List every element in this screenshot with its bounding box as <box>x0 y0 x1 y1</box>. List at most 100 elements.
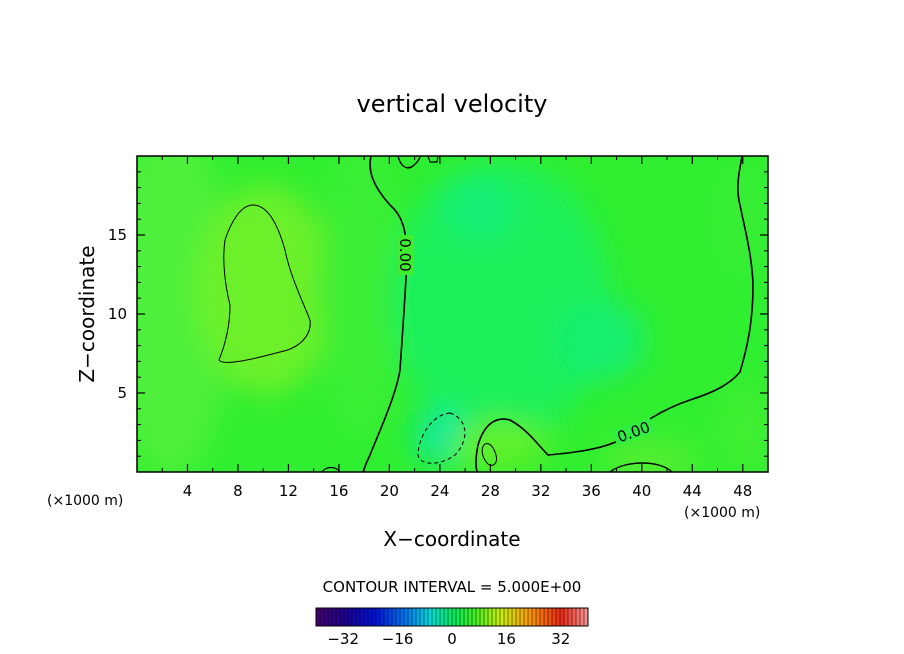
colorbar-cell <box>360 608 365 626</box>
x-tick-label-9: 40 <box>632 482 651 500</box>
positive-contour-left-area <box>218 204 311 363</box>
colorbar-cell <box>460 608 465 626</box>
colorbar-cell <box>424 608 429 626</box>
colorbar-cell <box>476 608 481 626</box>
colorbar-cell <box>532 608 537 626</box>
y-axis-ticks: 5 10 15 <box>108 171 768 457</box>
colorbar-tick-label-1: −16 <box>382 630 414 648</box>
chart-title: vertical velocity <box>357 90 548 118</box>
colorbar-cell <box>516 608 521 626</box>
colorbar-cell <box>316 608 321 626</box>
colorbar-cell <box>400 608 405 626</box>
colorbar-cell <box>332 608 337 626</box>
colorbar-cell <box>376 608 381 626</box>
colorbar-cell <box>508 608 513 626</box>
colorbar-cell <box>556 608 561 626</box>
colorbar-cell <box>396 608 401 626</box>
colorbar-cell <box>464 608 469 626</box>
x-tick-label-11: 48 <box>733 482 752 500</box>
colorbar-ticks: −32 −16 0 16 32 <box>327 630 570 648</box>
colorbar-cell <box>524 608 529 626</box>
colorbar-tick-label-2: 0 <box>447 630 457 648</box>
x-tick-label-8: 36 <box>582 482 601 500</box>
x-tick-label-5: 24 <box>430 482 449 500</box>
x-axis-label: X−coordinate <box>383 527 520 551</box>
colorbar-cell <box>544 608 549 626</box>
colorbar-cell <box>496 608 501 626</box>
colorbar-cell <box>536 608 541 626</box>
colorbar-cell <box>548 608 553 626</box>
colorbar-tick-label-0: −32 <box>327 630 359 648</box>
colorbar-cell <box>552 608 557 626</box>
colorbar-cell <box>436 608 441 626</box>
x-unit-label-right: (×1000 m) <box>684 505 760 521</box>
colorbar-cell <box>472 608 477 626</box>
x-tick-label-2: 12 <box>279 482 298 500</box>
zero-contour-top-bump <box>397 156 421 169</box>
contour-lines <box>218 156 754 472</box>
colorbar-cell <box>452 608 457 626</box>
colorbar-cell <box>372 608 377 626</box>
contour-label-left: 0.00 <box>396 238 414 271</box>
y-tick-label-2: 15 <box>108 226 127 244</box>
colorbar-cell <box>380 608 385 626</box>
colorbar-cell <box>388 608 393 626</box>
colorbar-cell <box>340 608 345 626</box>
colorbar-tick-label-4: 32 <box>551 630 570 648</box>
x-tick-label-4: 20 <box>380 482 399 500</box>
colorbar-cell <box>320 608 325 626</box>
colorbar-cell <box>368 608 373 626</box>
x-tick-label-6: 28 <box>481 482 500 500</box>
colorbar-cell <box>468 608 473 626</box>
y-axis-label: Z−coordinate <box>75 245 99 382</box>
colorbar-cell <box>336 608 341 626</box>
colorbar-cell <box>328 608 333 626</box>
colorbar-cell <box>344 608 349 626</box>
colorbar-cell <box>564 608 569 626</box>
colorbar-cell <box>492 608 497 626</box>
colorbar-cell <box>416 608 421 626</box>
negative-contour-dashed <box>417 412 466 464</box>
colorbar-cell <box>580 608 585 626</box>
y-tick-label-1: 10 <box>108 305 127 323</box>
colorbar-cell <box>504 608 509 626</box>
x-tick-label-0: 4 <box>183 482 193 500</box>
colorbar-cell <box>440 608 445 626</box>
colorbar-cell <box>352 608 357 626</box>
contour-fill <box>137 156 768 472</box>
colorbar-cell <box>420 608 425 626</box>
colorbar-cell <box>480 608 485 626</box>
colorbar-cell <box>512 608 517 626</box>
positive-contour-small <box>481 443 497 466</box>
colorbar-cell <box>404 608 409 626</box>
x-tick-label-3: 16 <box>329 482 348 500</box>
x-tick-label-1: 8 <box>233 482 243 500</box>
colorbar-cell <box>444 608 449 626</box>
colorbar-cell <box>364 608 369 626</box>
colorbar-cell <box>540 608 545 626</box>
colorbar-cell <box>528 608 533 626</box>
colorbar-cell <box>520 608 525 626</box>
colorbar-cell <box>448 608 453 626</box>
colorbar-cell <box>324 608 329 626</box>
colorbar-cell <box>576 608 581 626</box>
colorbar-tick-label-3: 16 <box>497 630 516 648</box>
x-tick-label-10: 44 <box>683 482 702 500</box>
colorbar-cell <box>348 608 353 626</box>
y-tick-label-0: 5 <box>117 384 127 402</box>
x-axis-ticks: 4 8 12 16 20 24 28 32 36 40 44 48 <box>161 156 752 500</box>
contour-bottom-bump-right <box>609 462 673 472</box>
zero-contour-top-tick <box>427 156 439 163</box>
contour-interval-text: CONTOUR INTERVAL = 5.000E+00 <box>323 578 582 596</box>
colorbar-cell <box>432 608 437 626</box>
colorbar-cell <box>584 608 589 626</box>
colorbar-cell <box>500 608 505 626</box>
colorbar-cell <box>428 608 433 626</box>
colorbar-frame <box>315 607 589 627</box>
zero-contour-left <box>362 156 408 472</box>
x-tick-label-7: 32 <box>531 482 550 500</box>
colorbar-cell <box>412 608 417 626</box>
colorbar-cell <box>392 608 397 626</box>
colorbar-cell <box>568 608 573 626</box>
